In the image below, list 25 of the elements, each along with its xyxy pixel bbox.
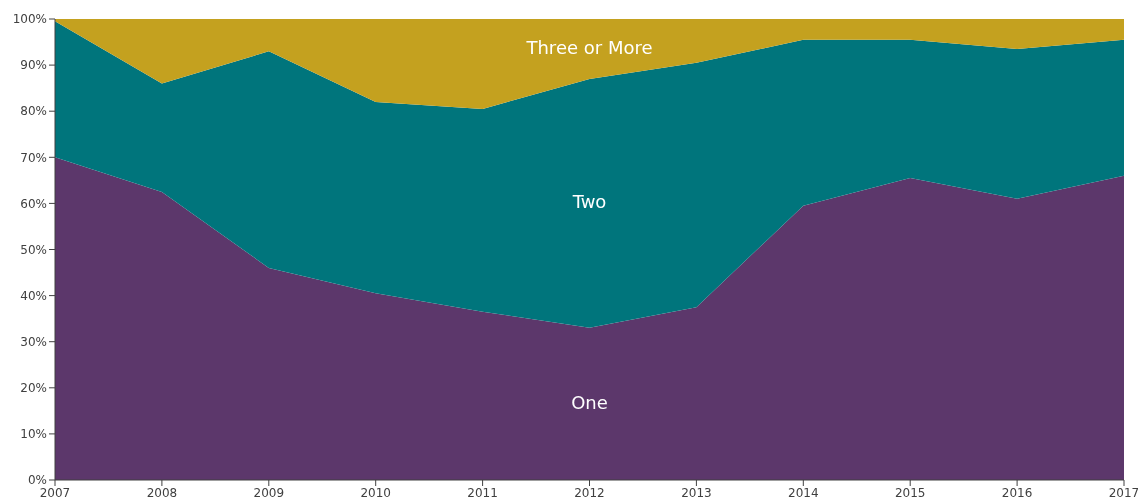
x-tick-label: 2013 [681, 485, 712, 500]
x-tick-label: 2012 [574, 485, 605, 500]
y-tick-label: 100% [12, 12, 47, 27]
y-tick-label: 10% [20, 427, 47, 442]
y-tick-label: 0% [27, 473, 47, 488]
y-tick-label: 80% [20, 104, 47, 119]
x-tick-label: 2016 [1001, 485, 1033, 500]
y-tick-label: 50% [20, 242, 47, 257]
y-tick-label: 70% [20, 150, 47, 165]
x-tick-label: 2009 [253, 485, 285, 500]
x-tick-label: 2017 [1108, 485, 1140, 500]
series-label: Two [571, 191, 607, 213]
x-tick-label: 2008 [146, 485, 178, 500]
x-tick-label: 2015 [894, 485, 926, 500]
x-tick-label: 2011 [467, 485, 498, 500]
y-tick-label: 30% [20, 334, 47, 349]
y-tick-label: 60% [20, 196, 47, 211]
y-tick-label: 90% [20, 58, 47, 73]
series-label: One [571, 391, 608, 413]
x-tick-label: 2007 [39, 485, 71, 500]
x-tick-label: 2014 [788, 485, 819, 500]
y-tick-label: 40% [20, 288, 47, 303]
y-tick-label: 20% [20, 381, 47, 396]
series-label: Three or More [525, 36, 653, 58]
x-tick-label: 2010 [360, 485, 391, 500]
